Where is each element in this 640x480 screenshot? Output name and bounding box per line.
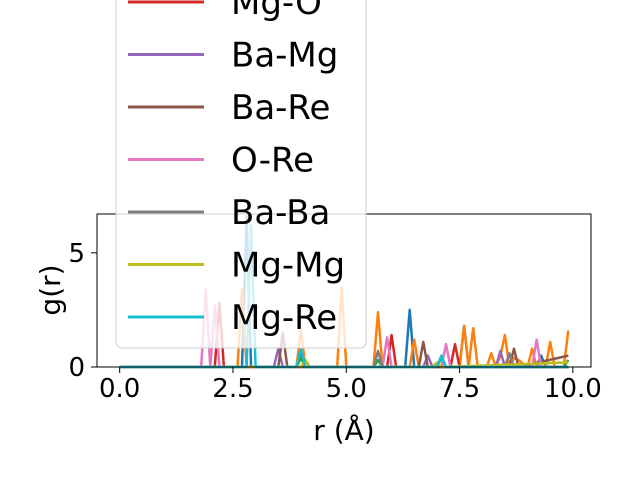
series-line-ba-mg <box>119 347 569 369</box>
y-tick-label: 5 <box>68 239 85 269</box>
x-tick-label: 5.0 <box>326 374 367 404</box>
legend-label-ba-mg: Ba-Mg <box>231 36 338 76</box>
y-tick-label: 0 <box>68 353 85 383</box>
legend-label-mg-re: Mg-Re <box>231 298 337 338</box>
legend-box <box>115 0 367 349</box>
x-tick-label: 0.0 <box>99 374 140 404</box>
y-axis-label: g(r) <box>34 264 67 315</box>
legend-label-mg-o: Mg-O <box>231 0 322 23</box>
x-tick-label: 7.5 <box>439 374 480 404</box>
ticks-layer: 0.0 2.5 5.0 7.5 10.0 0 5 <box>68 239 601 404</box>
legend-label-mg-mg: Mg-Mg <box>231 246 345 286</box>
x-tick-label: 10.0 <box>544 374 602 404</box>
legend-label-ba-re: Ba-Re <box>231 88 330 128</box>
legend-label-ba-ba: Ba-Ba <box>231 193 330 233</box>
legend-label-o-re: O-Re <box>231 141 314 181</box>
x-axis-label: r (Å) <box>313 413 374 447</box>
x-tick-label: 2.5 <box>212 374 253 404</box>
legend: Mg-O Ba-Mg Ba-Re O-Re Ba-Ba Mg-Mg Mg-Re <box>115 0 367 349</box>
